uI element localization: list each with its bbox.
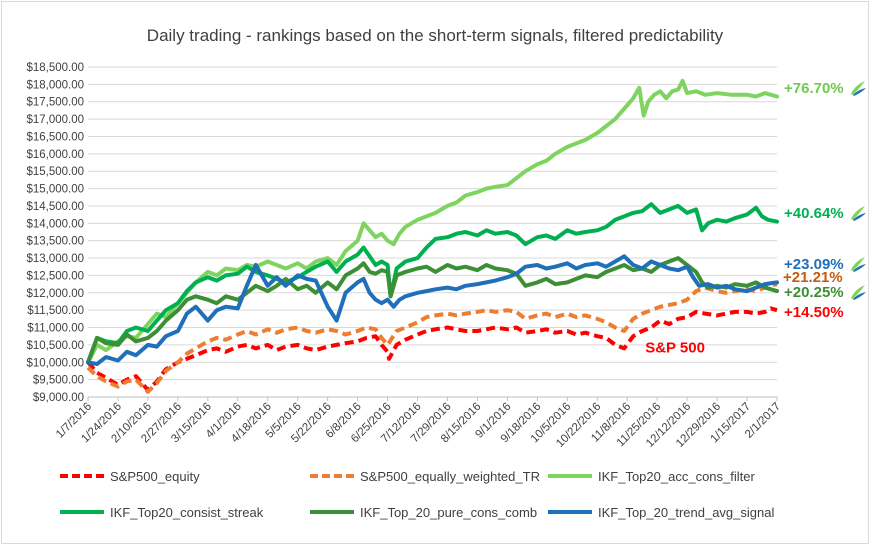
end-labels: +14.50% +21.21% +76.70% +40.64% +20.25% +23.0…	[783, 80, 844, 321]
legend-label: IKF_Top20_consist_streak	[110, 504, 264, 520]
chart-title: Daily trading - rankings based on the sh…	[147, 26, 724, 45]
legend-label: IKF_Top_20_trend_avg_signal	[598, 504, 775, 520]
y-tick-label: $17,500.00	[26, 97, 84, 109]
annotation-label: S&P 500	[645, 339, 705, 356]
y-tick-label: $15,500.00	[26, 166, 84, 178]
legend-item: IKF_Top_20_pure_cons_comb	[310, 502, 537, 522]
legend-item: IKF_Top20_acc_cons_filter	[548, 466, 755, 486]
y-tick-label: $9,500.00	[33, 375, 84, 387]
legend-swatch	[310, 474, 354, 478]
y-axis: $9,000.00 $9,500.00 $10,000.00 $10,500.00 $1…	[26, 62, 84, 404]
series-line	[86, 306, 778, 393]
leaf-logo-icon	[851, 206, 866, 221]
series-end-label: +21.21%	[783, 269, 843, 286]
leaf-logo-icon	[851, 81, 866, 96]
y-tick-label: $16,000.00	[26, 149, 84, 161]
y-tick-label: $11,000.00	[27, 323, 84, 335]
series-line	[86, 254, 779, 366]
series-line	[86, 256, 779, 365]
end-icons	[851, 81, 866, 300]
y-tick-label: $11,500.00	[27, 305, 84, 317]
y-tick-label: $13,000.00	[26, 253, 84, 265]
series-end-label: +40.64%	[784, 205, 844, 222]
y-tick-label: $10,500.00	[26, 340, 84, 352]
series-line	[86, 78, 779, 365]
leaf-logo-icon	[851, 285, 866, 300]
y-tick-label: $18,000.00	[26, 79, 84, 91]
legend-label: S&P500_equity	[110, 468, 200, 484]
legend-swatch	[548, 474, 592, 478]
y-tick-label: $12,500.00	[26, 270, 84, 282]
legend-label: S&P500_equally_weighted_TR	[360, 468, 540, 484]
x-axis: 1/7/20161/24/20162/10/20162/27/20163/15/…	[54, 396, 783, 450]
legend-item: S&P500_equity	[60, 466, 200, 486]
annotations: S&P 500	[645, 339, 705, 356]
y-tick-label: $15,000.00	[26, 184, 84, 196]
legend-item: S&P500_equally_weighted_TR	[310, 466, 540, 486]
y-tick-label: $16,500.00	[26, 131, 84, 143]
legend: S&P500_equity S&P500_equally_weighted_TR I…	[60, 466, 800, 526]
series-line	[86, 202, 779, 365]
legend-swatch	[60, 474, 104, 478]
series-end-label: +14.50%	[784, 304, 844, 321]
legend-swatch	[310, 510, 354, 514]
y-tick-label: $9,000.00	[33, 392, 84, 404]
y-tick-label: $14,500.00	[26, 201, 84, 213]
series-end-label: +23.09%	[784, 256, 844, 273]
series-end-label: +76.70%	[784, 80, 844, 97]
y-tick-label: $14,000.00	[26, 218, 84, 230]
series-line	[86, 282, 778, 394]
legend-label: IKF_Top20_acc_cons_filter	[598, 468, 755, 484]
legend-swatch	[60, 510, 104, 514]
legend-item: IKF_Top20_consist_streak	[60, 502, 263, 522]
legend-item: IKF_Top_20_trend_avg_signal	[548, 502, 774, 522]
leaf-logo-icon	[851, 257, 866, 272]
y-tick-label: $18,500.00	[26, 62, 84, 74]
series-end-label: +20.25%	[784, 284, 844, 301]
series-lines	[86, 78, 779, 394]
y-tick-label: $17,000.00	[26, 114, 84, 126]
y-tick-label: $13,500.00	[26, 236, 84, 248]
y-tick-label: $12,000.00	[26, 288, 84, 300]
legend-label: IKF_Top_20_pure_cons_comb	[360, 504, 538, 520]
y-tick-label: $10,000.00	[26, 357, 84, 369]
legend-swatch	[548, 510, 592, 514]
